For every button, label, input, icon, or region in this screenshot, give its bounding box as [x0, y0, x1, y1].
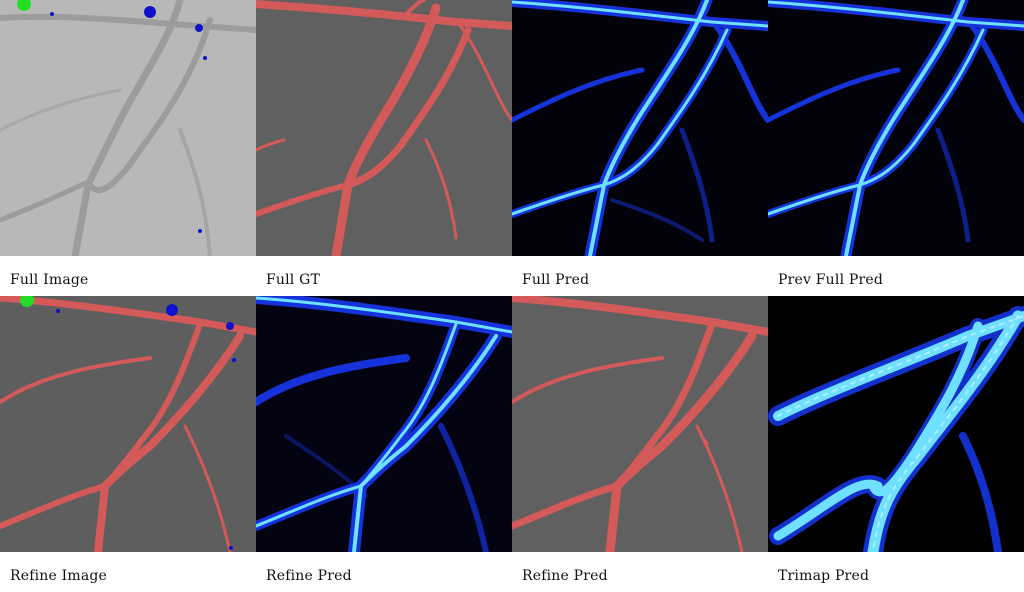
- full-gt-mask: [256, 0, 512, 256]
- positive-click-marker: [20, 296, 34, 307]
- trimap-pred-panel: [768, 296, 1024, 552]
- negative-click-marker: [166, 304, 178, 316]
- full-gt-panel: [256, 0, 512, 256]
- negative-click-marker: [144, 6, 156, 18]
- refine-pred-heatmap: [256, 296, 512, 552]
- refine-pred-heatmap-panel: [256, 296, 512, 552]
- caption-refine-image: Refine Image: [10, 568, 108, 584]
- caption-trimap-pred: Trimap Pred: [778, 568, 870, 584]
- refine-pred-mask: [512, 296, 768, 552]
- prev-full-pred-panel: [768, 0, 1024, 256]
- positive-click-marker: [17, 0, 31, 11]
- caption-refine-pred-heatmap: Refine Pred: [266, 568, 352, 584]
- refine-image: [0, 296, 256, 552]
- prev-full-pred-heatmap: [768, 0, 1024, 256]
- caption-full-pred: Full Pred: [522, 272, 590, 288]
- caption-prev-full-pred: Prev Full Pred: [778, 272, 884, 288]
- caption-full-gt: Full GT: [266, 272, 321, 288]
- full-pred-heatmap: [512, 0, 768, 256]
- trimap-pred-heatmap: [768, 296, 1024, 552]
- full-image-panel: [0, 0, 256, 256]
- refine-image-panel: [0, 296, 256, 552]
- full-image: [0, 0, 256, 256]
- caption-full-image: Full Image: [10, 272, 89, 288]
- refine-pred-mask-panel: [512, 296, 768, 552]
- caption-refine-pred-mask: Refine Pred: [522, 568, 608, 584]
- full-pred-panel: [512, 0, 768, 256]
